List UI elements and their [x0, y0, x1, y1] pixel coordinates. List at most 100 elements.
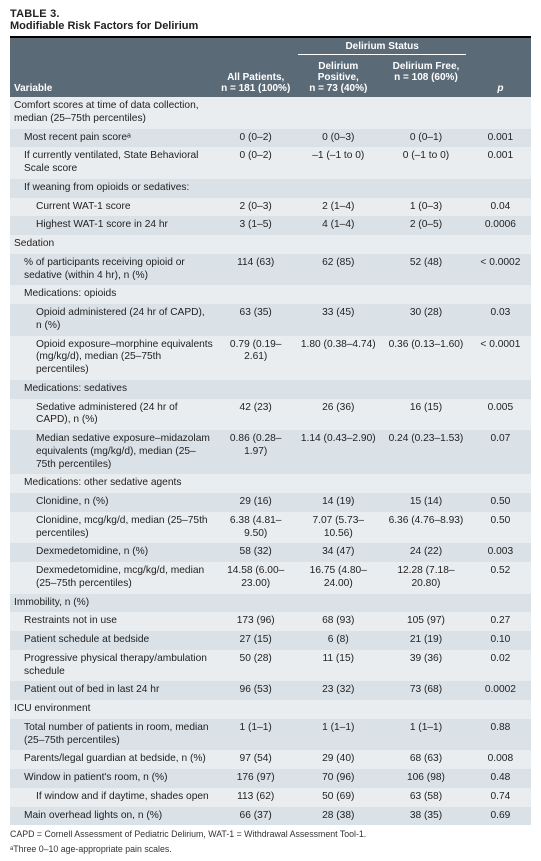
cell-pos: 28 (38): [294, 807, 382, 826]
cell-free: 0.24 (0.23–1.53): [382, 430, 470, 474]
cell-p: 0.001: [470, 129, 531, 148]
cell-pos: 62 (85): [294, 254, 382, 286]
cell-free: 105 (97): [382, 612, 470, 631]
cell-p: 0.001: [470, 147, 531, 179]
col-p: p: [470, 38, 531, 97]
cell-variable: Patient out of bed in last 24 hr: [10, 681, 217, 700]
cell-free: 106 (98): [382, 769, 470, 788]
cell-free: 16 (15): [382, 399, 470, 431]
table-row: Main overhead lights on, n (%)66 (37)28 …: [10, 807, 531, 826]
cell-free: 0.36 (0.13–1.60): [382, 336, 470, 380]
cell-free: 6.36 (4.76–8.93): [382, 512, 470, 544]
cell-variable: Clonidine, mcg/kg/d, median (25–75th per…: [10, 512, 217, 544]
cell-p: < 0.0001: [470, 336, 531, 380]
table-row: If window and if daytime, shades open113…: [10, 788, 531, 807]
cell-variable: Restraints not in use: [10, 612, 217, 631]
cell-pos: 11 (15): [294, 650, 382, 682]
table-row: Medications: opioids: [10, 285, 531, 304]
cell-p: 0.10: [470, 631, 531, 650]
cell-free: [382, 97, 470, 129]
table-row: Most recent pain scoreᵃ0 (0–2)0 (0–3)0 (…: [10, 129, 531, 148]
cell-p: [470, 235, 531, 254]
cell-pos: 2 (1–4): [294, 198, 382, 217]
cell-p: 0.04: [470, 198, 531, 217]
cell-free: 52 (48): [382, 254, 470, 286]
cell-pos: 34 (47): [294, 543, 382, 562]
cell-free: 38 (35): [382, 807, 470, 826]
cell-all: 29 (16): [217, 493, 294, 512]
cell-pos: 6 (8): [294, 631, 382, 650]
cell-variable: Opioid exposure–morphine equivalents (mg…: [10, 336, 217, 380]
cell-free: 2 (0–5): [382, 216, 470, 235]
table-row: Opioid exposure–morphine equivalents (mg…: [10, 336, 531, 380]
cell-all: [217, 179, 294, 198]
table-row: Clonidine, n (%)29 (16)14 (19)15 (14)0.5…: [10, 493, 531, 512]
cell-free: 15 (14): [382, 493, 470, 512]
cell-p: 0.52: [470, 562, 531, 594]
table-row: Parents/legal guardian at bedside, n (%)…: [10, 750, 531, 769]
cell-pos: 16.75 (4.80–24.00): [294, 562, 382, 594]
cell-free: [382, 594, 470, 613]
table-number: TABLE 3.: [10, 8, 531, 20]
cell-variable: Main overhead lights on, n (%): [10, 807, 217, 826]
cell-free: 68 (63): [382, 750, 470, 769]
table-row: Median sedative exposure–midazolam equiv…: [10, 430, 531, 474]
cell-free: 0 (0–1): [382, 129, 470, 148]
cell-pos: 14 (19): [294, 493, 382, 512]
cell-p: [470, 97, 531, 129]
cell-all: 0.86 (0.28–1.97): [217, 430, 294, 474]
cell-variable: Dexmedetomidine, n (%): [10, 543, 217, 562]
cell-pos: 0 (0–3): [294, 129, 382, 148]
cell-pos: 50 (69): [294, 788, 382, 807]
cell-p: 0.69: [470, 807, 531, 826]
cell-p: [470, 474, 531, 493]
cell-free: [382, 285, 470, 304]
cell-variable: % of participants receiving opioid or se…: [10, 254, 217, 286]
col-all-n: n = 181 (100%): [221, 83, 290, 94]
cell-pos: [294, 285, 382, 304]
cell-free: [382, 380, 470, 399]
table-row: Window in patient's room, n (%)176 (97)7…: [10, 769, 531, 788]
cell-variable: Opioid administered (24 hr of CAPD), n (…: [10, 304, 217, 336]
cell-pos: [294, 235, 382, 254]
cell-pos: 4 (1–4): [294, 216, 382, 235]
cell-all: [217, 97, 294, 129]
table-body: Comfort scores at time of data collectio…: [10, 97, 531, 825]
cell-pos: 7.07 (5.73–10.56): [294, 512, 382, 544]
cell-variable: Sedation: [10, 235, 217, 254]
table-row: Sedative administered (24 hr of CAPD), n…: [10, 399, 531, 431]
cell-all: 0 (0–2): [217, 129, 294, 148]
cell-variable: Patient schedule at bedside: [10, 631, 217, 650]
table-row: Progressive physical therapy/ambulation …: [10, 650, 531, 682]
table-row: Immobility, n (%): [10, 594, 531, 613]
footnote-a: ᵃThree 0–10 age-appropriate pain scales.: [10, 840, 531, 855]
cell-all: [217, 594, 294, 613]
cell-free: 39 (36): [382, 650, 470, 682]
cell-variable: Parents/legal guardian at bedside, n (%): [10, 750, 217, 769]
col-positive: Delirium Positive, n = 73 (40%): [294, 58, 382, 97]
cell-free: 12.28 (7.18–20.80): [382, 562, 470, 594]
col-positive-n: n = 73 (40%): [309, 83, 367, 94]
cell-pos: [294, 594, 382, 613]
cell-variable: Progressive physical therapy/ambulation …: [10, 650, 217, 682]
table-row: Medications: other sedative agents: [10, 474, 531, 493]
cell-variable: ICU environment: [10, 700, 217, 719]
cell-pos: 1.80 (0.38–4.74): [294, 336, 382, 380]
cell-variable: Immobility, n (%): [10, 594, 217, 613]
cell-variable: Highest WAT-1 score in 24 hr: [10, 216, 217, 235]
table-row: Comfort scores at time of data collectio…: [10, 97, 531, 129]
cell-free: 1 (1–1): [382, 719, 470, 751]
table-row: Dexmedetomidine, n (%)58 (32)34 (47)24 (…: [10, 543, 531, 562]
cell-free: 1 (0–3): [382, 198, 470, 217]
cell-pos: [294, 179, 382, 198]
cell-p: [470, 285, 531, 304]
col-free: Delirium Free, n = 108 (60%): [382, 58, 470, 97]
cell-all: 50 (28): [217, 650, 294, 682]
footnote-abbrev: CAPD = Cornell Assessment of Pediatric D…: [10, 825, 531, 840]
cell-free: [382, 700, 470, 719]
cell-variable: Current WAT-1 score: [10, 198, 217, 217]
table-header: Variable All Patients, n = 181 (100%) De…: [10, 38, 531, 97]
cell-all: 0 (0–2): [217, 147, 294, 179]
cell-free: [382, 235, 470, 254]
cell-all: 42 (23): [217, 399, 294, 431]
